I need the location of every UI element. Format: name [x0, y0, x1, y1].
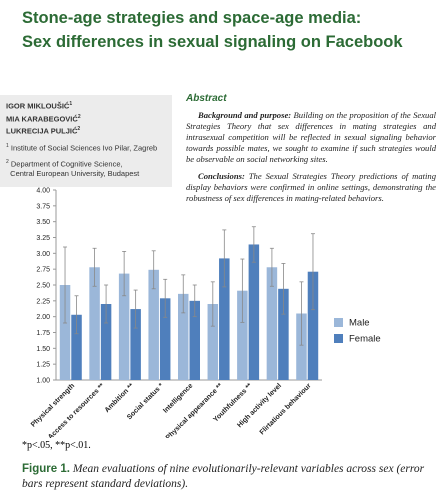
author-sup: 2 [77, 126, 81, 132]
error-bar [63, 246, 68, 324]
author: MIA KARABEGOVIĆ2 [6, 112, 166, 125]
error-bar [269, 247, 274, 287]
bar [266, 267, 278, 380]
error-bar [104, 284, 109, 324]
author-sup: 1 [69, 101, 73, 107]
error-bar [310, 233, 315, 311]
x-tick-label: Intelligence [162, 382, 194, 414]
caption: Figure 1. Mean evaluations of nine evolu… [22, 462, 437, 492]
title-line: Sex differences in sexual signaling on F… [22, 33, 403, 51]
error-bar [222, 229, 227, 288]
error-bar [192, 284, 197, 318]
bar [237, 290, 248, 380]
bar [100, 304, 112, 380]
error-bar [240, 258, 245, 323]
bar [189, 300, 200, 380]
error-bar [74, 295, 79, 335]
y-tick-label: 4.00 [36, 188, 50, 195]
legend-swatch [334, 334, 343, 343]
bar [207, 304, 219, 380]
error-bar [210, 281, 215, 327]
caption-text: Mean evaluations of nine evolutionarily-… [22, 463, 425, 490]
y-tick-label: 1.00 [36, 378, 50, 385]
error-bar [92, 247, 97, 287]
bar [248, 244, 260, 380]
bar [148, 269, 159, 380]
bar [159, 298, 171, 380]
error-bar [181, 274, 186, 314]
aff-sup: 1 [6, 142, 9, 149]
y-tick-label: 2.75 [36, 267, 50, 274]
legend-swatch [334, 318, 343, 327]
aff-sup: 2 [6, 158, 9, 165]
bar [118, 273, 130, 380]
bar [130, 309, 141, 380]
chart: 1.00 1.25 1.50 1.75 2.00 2.25 2.50 2.75 3.00 3.25… [30, 188, 381, 439]
y-tick-label: 3.25 [36, 235, 50, 242]
aff-line: Central European University, Budapest [10, 168, 140, 178]
bar [296, 313, 307, 380]
y-tick-label: 1.25 [36, 362, 50, 369]
aff-line: Institute of Social Sciences Ivo Pilar, … [10, 143, 158, 152]
y-tick-label: 2.50 [36, 283, 50, 290]
abstract: Abstract Background and purpose: Buildin… [186, 93, 436, 210]
caption-label: Figure 1. [22, 463, 70, 475]
bar [89, 267, 100, 380]
affiliation: 2 Department of Cognitive Science, Centr… [6, 158, 166, 179]
abstract-paragraph: Conclusions: The Sexual Strategies Theor… [186, 171, 436, 204]
abstract-heading: Abstract [186, 93, 227, 104]
error-bar [151, 250, 156, 290]
bar [278, 288, 289, 380]
bar [71, 314, 82, 380]
y-tick-label: 2.25 [36, 298, 50, 305]
author-sup: 2 [77, 113, 81, 120]
author-name: LUKRECIJA PULJIĆ [6, 126, 78, 136]
title: Stone-age strategies and space-age media… [22, 6, 403, 54]
error-bar [133, 289, 138, 329]
error-bar [299, 281, 304, 346]
para-text: Building on the proposition of the Sexua… [186, 110, 437, 164]
para-label: Background and purpose: [198, 110, 292, 120]
para-label: Conclusions: [198, 171, 245, 181]
y-tick-label: 3.50 [36, 219, 50, 226]
error-bar [281, 263, 286, 315]
x-tick-label: Physical appearance ** [165, 382, 224, 438]
bar [178, 293, 189, 380]
bar [59, 285, 71, 380]
y-tick-label: 1.75 [36, 330, 50, 337]
footnote: *p<.05, **p<.01. [22, 440, 91, 451]
affiliation: 1 Institute of Social Sciences Ivo Pilar… [6, 142, 166, 153]
legend-label: Male [349, 318, 370, 329]
error-bar [251, 226, 256, 263]
x-tick-label: Flirtatious behaviour [259, 382, 313, 436]
author: LUKRECIJA PULJIĆ2 [6, 124, 166, 137]
aff-line: Department of Cognitive Science, [10, 159, 123, 168]
x-tick-label: Access to resources ** [47, 382, 106, 438]
author-name: MIA KARABEGOVIĆ [6, 114, 78, 123]
error-bar [122, 251, 127, 297]
error-bar [163, 278, 168, 318]
author-box: IGOR MIKLOUŠIĆ1 MIA KARABEGOVIĆ2 LUKRECI… [0, 95, 172, 187]
title-line: Stone-age strategies and space-age media… [22, 9, 362, 27]
author: IGOR MIKLOUŠIĆ1 [6, 99, 166, 112]
legend-label: Female [349, 334, 381, 345]
para-text: The Sexual Strategies Theory predictions… [186, 171, 436, 203]
bar [307, 271, 319, 380]
y-tick-label: 1.50 [36, 346, 50, 353]
abstract-paragraph: Background and purpose: Building on the … [186, 110, 436, 165]
x-tick-label: Ambition ** [104, 382, 136, 414]
y-tick-label: 2.00 [36, 314, 50, 321]
y-tick-label: 3.75 [36, 203, 50, 210]
author-name: IGOR MIKLOUŠIĆ [6, 101, 70, 111]
y-tick-label: 3.00 [36, 251, 50, 258]
bar [219, 258, 230, 380]
